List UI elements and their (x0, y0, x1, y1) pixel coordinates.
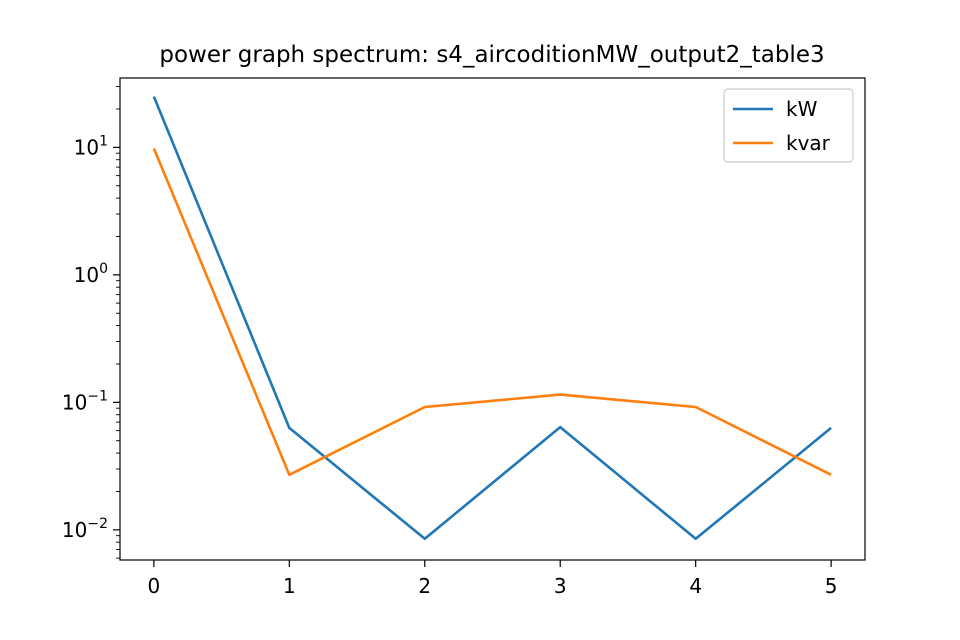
series-line-kW (152, 96, 832, 541)
chart-title: power graph spectrum: s4_aircoditionMW_o… (159, 42, 824, 68)
y-tick-base: 10 (74, 135, 99, 159)
legend-label: kvar (786, 131, 831, 155)
y-tick-label: 10−1 (62, 388, 108, 414)
legend-label: kW (786, 97, 818, 121)
x-tick-label: 1 (283, 574, 296, 598)
x-tick-label: 3 (554, 574, 567, 598)
x-tick-label: 2 (418, 574, 431, 598)
y-tick-label: 10−2 (62, 516, 108, 542)
y-tick-base: 10 (62, 518, 87, 542)
x-tick-label: 0 (147, 574, 160, 598)
x-tick-label: 4 (689, 574, 702, 598)
plot-frame (119, 77, 866, 561)
x-tick-label: 5 (825, 574, 838, 598)
y-tick-exponent: −1 (87, 388, 108, 404)
y-tick-exponent: −2 (87, 516, 108, 532)
y-tick-label: 101 (74, 133, 108, 159)
y-tick-base: 10 (62, 390, 87, 414)
series-line-kvar (152, 148, 832, 477)
y-tick-exponent: 1 (99, 133, 108, 149)
y-tick-base: 10 (74, 263, 99, 287)
y-tick-label: 100 (74, 261, 108, 287)
y-tick-exponent: 0 (99, 261, 108, 277)
